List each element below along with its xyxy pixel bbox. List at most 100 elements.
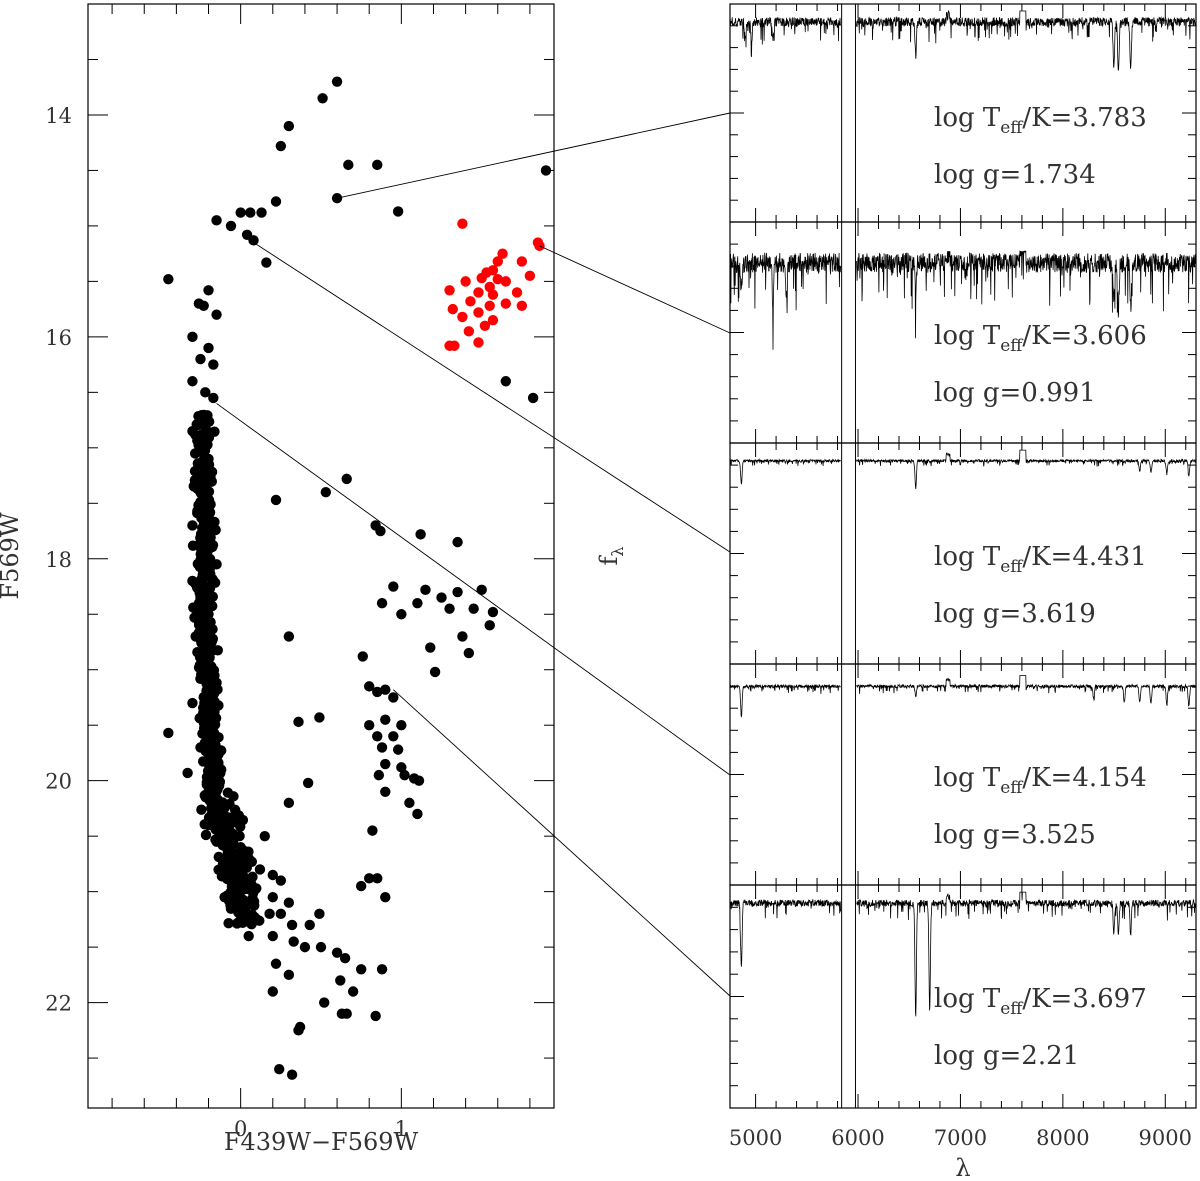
spectrum-trace bbox=[729, 898, 841, 967]
cmd-point bbox=[254, 864, 266, 875]
connector-lines bbox=[216, 112, 731, 997]
spectrum-trace bbox=[729, 683, 841, 718]
cmd-frame bbox=[87, 3, 555, 1109]
cmd-y-tick-label: 18 bbox=[45, 548, 72, 572]
cmd-point bbox=[187, 331, 198, 343]
cmd-point bbox=[396, 762, 407, 773]
cmd-point bbox=[527, 392, 539, 404]
cmd-point bbox=[331, 76, 343, 87]
cmd-point bbox=[492, 256, 503, 267]
cmd-point bbox=[314, 908, 325, 920]
cmd-point bbox=[198, 633, 210, 644]
spectrum-trace bbox=[856, 250, 1197, 339]
cmd-point bbox=[191, 419, 202, 430]
cmd-point bbox=[372, 873, 383, 884]
spectrum-trace bbox=[856, 675, 1197, 707]
spectrum-trace bbox=[729, 252, 841, 350]
cmd-points bbox=[163, 76, 552, 1080]
cmd-point bbox=[516, 300, 528, 311]
cmd-point bbox=[372, 686, 383, 698]
teff-label-value: /K=3.606 bbox=[1022, 321, 1146, 351]
cmd-point bbox=[320, 487, 332, 498]
cmd-point bbox=[204, 704, 216, 715]
cmd-point bbox=[463, 326, 475, 337]
cmd-point bbox=[199, 605, 211, 616]
spectra-y-axis-label: fλ bbox=[595, 546, 627, 565]
connector-line bbox=[216, 403, 731, 776]
teff-label-subscript: eff bbox=[1000, 557, 1024, 577]
cmd-point bbox=[420, 584, 431, 596]
cmd-point bbox=[413, 775, 425, 786]
cmd-point bbox=[197, 569, 208, 580]
cmd-point bbox=[246, 914, 258, 925]
cmd-y-tick-label: 14 bbox=[45, 104, 72, 128]
cmd-point bbox=[275, 875, 287, 886]
teff-label-value: /K=3.697 bbox=[1022, 984, 1146, 1014]
cmd-point bbox=[227, 817, 239, 828]
cmd-point bbox=[213, 864, 224, 875]
cmd-point bbox=[267, 930, 278, 942]
cmd-point bbox=[487, 289, 499, 300]
cmd-point bbox=[372, 731, 383, 742]
cmd-point bbox=[270, 196, 282, 207]
cmd-point bbox=[233, 884, 244, 896]
cmd-point bbox=[208, 392, 219, 404]
spectrum-trace bbox=[856, 9, 1197, 71]
cmd-point bbox=[204, 691, 215, 702]
cmd-point bbox=[283, 797, 295, 809]
spectra-x-tick-label: 6000 bbox=[831, 1126, 884, 1150]
spectra-x-tick-label: 8000 bbox=[1036, 1126, 1089, 1150]
teff-label-value: /K=4.154 bbox=[1022, 763, 1146, 793]
cmd-point bbox=[452, 586, 463, 598]
cmd-point bbox=[404, 797, 415, 809]
cmd-point bbox=[319, 997, 330, 1008]
cmd-point bbox=[245, 207, 256, 218]
cmd-point bbox=[429, 666, 441, 678]
cmd-point bbox=[249, 900, 260, 911]
cmd-point bbox=[187, 540, 199, 551]
cmd-x-tick-label: 0 bbox=[234, 1117, 247, 1141]
teff-label-prefix: log T bbox=[934, 321, 1001, 351]
cmd-point bbox=[199, 737, 210, 749]
cmd-point bbox=[228, 791, 239, 802]
cmd-point bbox=[288, 936, 299, 947]
cmd-point bbox=[267, 986, 278, 997]
cmd-point bbox=[355, 964, 367, 975]
cmd-point bbox=[228, 836, 239, 847]
cmd-point bbox=[487, 606, 499, 618]
cmd-point bbox=[199, 477, 211, 489]
teff-label: log Teff/K=4.431 bbox=[934, 542, 1147, 577]
cmd-point bbox=[283, 120, 295, 132]
cmd-point bbox=[444, 603, 455, 614]
cmd-point bbox=[341, 1008, 352, 1019]
cmd-point bbox=[449, 340, 460, 351]
cmd-point bbox=[376, 597, 388, 609]
cmd-point bbox=[339, 953, 351, 964]
cmd-point bbox=[540, 165, 552, 176]
cmd-point bbox=[187, 697, 198, 709]
cmd-point bbox=[267, 891, 278, 903]
cmd-point bbox=[396, 720, 407, 731]
cmd-point bbox=[500, 276, 511, 287]
cmd-point bbox=[380, 714, 391, 725]
cmd-point bbox=[516, 256, 528, 267]
cmd-y-tick-label: 20 bbox=[45, 770, 72, 794]
cmd-point bbox=[335, 975, 346, 986]
connector-line bbox=[393, 689, 731, 997]
cmd-point bbox=[267, 869, 278, 881]
cmd-point bbox=[243, 930, 254, 942]
teff-label-value: /K=4.431 bbox=[1022, 542, 1146, 572]
cmd-point bbox=[372, 159, 383, 171]
cmd-point bbox=[476, 584, 487, 596]
spectrum-trace bbox=[856, 449, 1197, 490]
cmd-point bbox=[187, 376, 198, 387]
cmd-point bbox=[343, 159, 354, 171]
cmd-point bbox=[425, 642, 436, 653]
spectrum-panel: log Teff/K=3.606 log g=0.991 bbox=[729, 221, 1197, 444]
cmd-point bbox=[524, 270, 536, 282]
cmd-point bbox=[202, 818, 213, 829]
cmd-point bbox=[396, 609, 407, 620]
cmd-point bbox=[196, 804, 207, 815]
teff-label-subscript: eff bbox=[1000, 778, 1024, 798]
cmd-point bbox=[195, 548, 206, 560]
